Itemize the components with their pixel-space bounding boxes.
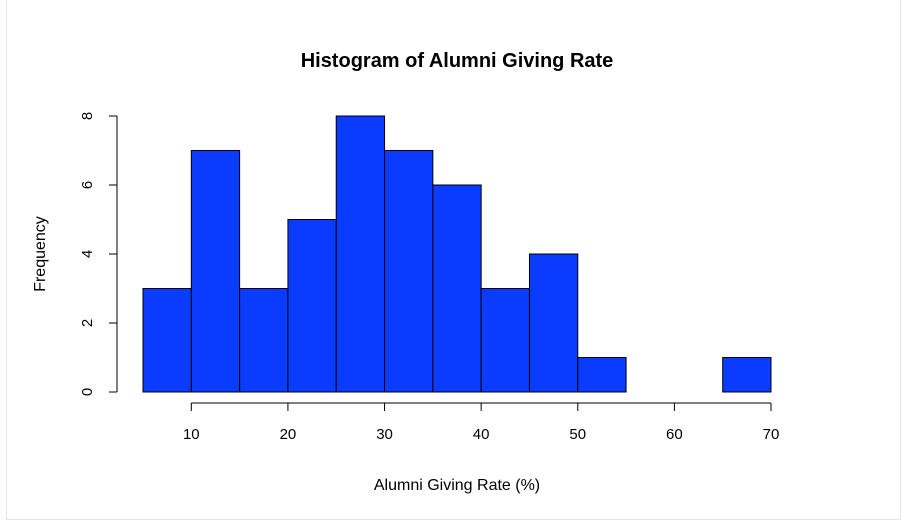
histogram-bar bbox=[335, 115, 386, 393]
y-axis-label: Frequency bbox=[32, 216, 49, 292]
histogram-bar bbox=[577, 357, 627, 393]
bars-group bbox=[142, 115, 772, 393]
histogram-bar bbox=[142, 288, 192, 393]
y-tick-label: 8 bbox=[79, 112, 96, 120]
histogram-bar bbox=[239, 288, 289, 393]
chart-frame: Histogram of Alumni Giving Rate Alumni G… bbox=[6, 0, 901, 520]
histogram-bar bbox=[528, 253, 579, 393]
histogram-chart: Histogram of Alumni Giving Rate Alumni G… bbox=[32, 50, 780, 494]
x-tick-label: 40 bbox=[473, 426, 490, 443]
x-tick-label: 70 bbox=[763, 426, 780, 443]
y-tick-label: 6 bbox=[79, 181, 96, 189]
histogram-bar bbox=[287, 219, 337, 393]
y-axis: 0 2 4 6 8 bbox=[79, 112, 118, 396]
chart-title: Histogram of Alumni Giving Rate bbox=[301, 50, 614, 72]
y-tick-label: 2 bbox=[79, 319, 96, 327]
x-tick-label: 10 bbox=[183, 426, 200, 443]
x-tick-label: 30 bbox=[376, 426, 393, 443]
y-tick-label: 4 bbox=[79, 250, 96, 258]
x-axis: 10 20 30 40 50 60 70 bbox=[183, 402, 780, 443]
histogram-bar bbox=[432, 184, 482, 393]
histogram-bar bbox=[480, 288, 530, 393]
histogram-bar bbox=[722, 357, 772, 393]
y-tick-label: 0 bbox=[79, 388, 96, 396]
x-tick-label: 60 bbox=[666, 426, 683, 443]
x-tick-label: 50 bbox=[569, 426, 586, 443]
x-axis-label: Alumni Giving Rate (%) bbox=[374, 477, 540, 494]
histogram-bar bbox=[190, 150, 241, 393]
x-tick-label: 20 bbox=[280, 426, 297, 443]
histogram-bar bbox=[384, 150, 434, 393]
